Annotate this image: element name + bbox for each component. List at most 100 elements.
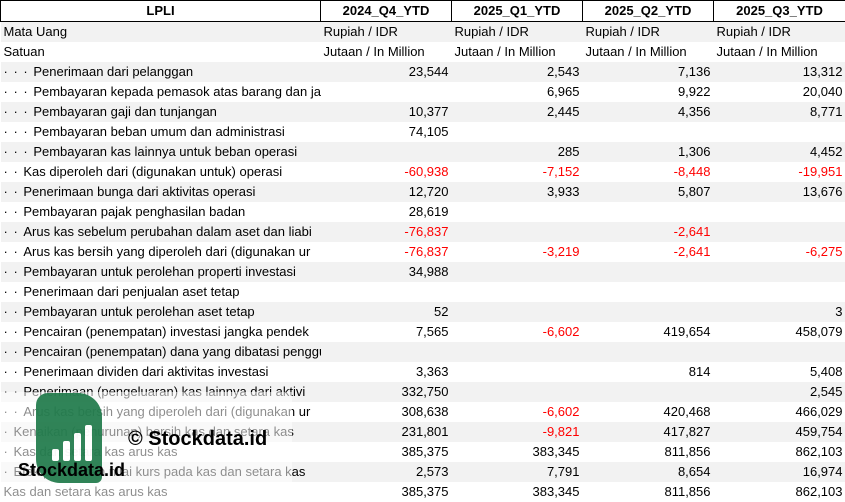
cell[interactable]: 466,029 <box>714 402 845 422</box>
period-header[interactable]: 2025_Q2_YTD <box>583 1 714 22</box>
cell[interactable]: 52 <box>321 302 452 322</box>
cell[interactable]: 13,312 <box>714 62 845 82</box>
cell[interactable]: 4,356 <box>583 102 714 122</box>
row-label[interactable]: · · Arus kas sebelum perubahan dalam ase… <box>1 222 321 242</box>
cell[interactable]: -7,152 <box>452 162 583 182</box>
cell[interactable] <box>452 262 583 282</box>
cell[interactable]: 332,750 <box>321 382 452 402</box>
cell[interactable]: 4,452 <box>714 142 845 162</box>
row-label[interactable]: · · Penerimaan bunga dari aktivitas oper… <box>1 182 321 202</box>
cell[interactable] <box>452 122 583 142</box>
row-label[interactable]: · · Pembayaran untuk perolehan aset teta… <box>1 302 321 322</box>
cell[interactable]: -76,837 <box>321 222 452 242</box>
cell[interactable] <box>583 382 714 402</box>
period-header[interactable]: 2025_Q1_YTD <box>452 1 583 22</box>
cell[interactable] <box>714 262 845 282</box>
cell[interactable]: 458,079 <box>714 322 845 342</box>
cell[interactable]: -3,219 <box>452 242 583 262</box>
cell[interactable]: 2,543 <box>452 62 583 82</box>
cell[interactable]: Rupiah / IDR <box>714 22 845 43</box>
row-label[interactable]: · · · Penerimaan dari pelanggan <box>1 62 321 82</box>
cell[interactable]: 10,377 <box>321 102 452 122</box>
cell[interactable]: 385,375 <box>321 442 452 462</box>
cell[interactable]: 5,807 <box>583 182 714 202</box>
row-label[interactable]: Satuan <box>1 42 321 62</box>
cell[interactable]: 2,573 <box>321 462 452 482</box>
row-label[interactable]: · · Penerimaan dividen dari aktivitas in… <box>1 362 321 382</box>
cell[interactable] <box>321 142 452 162</box>
cell[interactable]: Jutaan / In Million <box>714 42 845 62</box>
period-header[interactable]: 2024_Q4_YTD <box>321 1 452 22</box>
cell[interactable]: 6,965 <box>452 82 583 102</box>
cell[interactable]: 8,654 <box>583 462 714 482</box>
cell[interactable]: -9,821 <box>452 422 583 442</box>
cell[interactable]: 420,468 <box>583 402 714 422</box>
cell[interactable]: 385,375 <box>321 482 452 502</box>
cell[interactable] <box>321 282 452 302</box>
cell[interactable]: 16,974 <box>714 462 845 482</box>
cell[interactable]: 2,445 <box>452 102 583 122</box>
cell[interactable] <box>714 202 845 222</box>
cell[interactable]: 20,040 <box>714 82 845 102</box>
cell[interactable]: 7,565 <box>321 322 452 342</box>
cell[interactable] <box>452 302 583 322</box>
cell[interactable] <box>583 282 714 302</box>
cell[interactable]: Rupiah / IDR <box>452 22 583 43</box>
cell[interactable] <box>714 122 845 142</box>
row-label[interactable]: · · Penerimaan dari penjualan aset tetap <box>1 282 321 302</box>
cell[interactable]: 8,771 <box>714 102 845 122</box>
cell[interactable]: Jutaan / In Million <box>583 42 714 62</box>
cell[interactable]: 28,619 <box>321 202 452 222</box>
row-label[interactable]: · · · Pembayaran beban umum dan administ… <box>1 122 321 142</box>
cell[interactable]: -2,641 <box>583 222 714 242</box>
cell[interactable]: Rupiah / IDR <box>321 22 452 43</box>
cell[interactable] <box>452 342 583 362</box>
cell[interactable]: 3 <box>714 302 845 322</box>
cell[interactable]: 862,103 <box>714 442 845 462</box>
cell[interactable]: 1,306 <box>583 142 714 162</box>
cell[interactable] <box>583 262 714 282</box>
cell[interactable]: -6,602 <box>452 322 583 342</box>
cell[interactable]: 814 <box>583 362 714 382</box>
cell[interactable]: 7,136 <box>583 62 714 82</box>
row-label[interactable]: · · · Pembayaran kas lainnya untuk beban… <box>1 142 321 162</box>
cell[interactable]: -6,602 <box>452 402 583 422</box>
row-label[interactable]: · · Pembayaran untuk perolehan properti … <box>1 262 321 282</box>
cell[interactable] <box>321 82 452 102</box>
cell[interactable]: -6,275 <box>714 242 845 262</box>
cell[interactable]: 3,363 <box>321 362 452 382</box>
cell[interactable]: -19,951 <box>714 162 845 182</box>
cell[interactable]: -60,938 <box>321 162 452 182</box>
cell[interactable]: 285 <box>452 142 583 162</box>
cell[interactable]: 2,545 <box>714 382 845 402</box>
ticker-header[interactable]: LPLI <box>1 1 321 22</box>
cell[interactable]: 7,791 <box>452 462 583 482</box>
cell[interactable]: 459,754 <box>714 422 845 442</box>
cell[interactable]: 74,105 <box>321 122 452 142</box>
row-label[interactable]: · · Kas diperoleh dari (digunakan untuk)… <box>1 162 321 182</box>
cell[interactable] <box>714 282 845 302</box>
cell[interactable]: 308,638 <box>321 402 452 422</box>
row-label[interactable]: · · · Pembayaran kepada pemasok atas bar… <box>1 82 321 102</box>
cell[interactable]: 3,933 <box>452 182 583 202</box>
cell[interactable] <box>452 202 583 222</box>
row-label[interactable]: · · Pembayaran pajak penghasilan badan <box>1 202 321 222</box>
row-label[interactable]: · · Arus kas bersih yang diperoleh dari … <box>1 242 321 262</box>
cell[interactable]: -2,641 <box>583 242 714 262</box>
cell[interactable]: 383,345 <box>452 482 583 502</box>
cell[interactable]: 5,408 <box>714 362 845 382</box>
cell[interactable]: 34,988 <box>321 262 452 282</box>
cell[interactable] <box>583 302 714 322</box>
cell[interactable]: 811,856 <box>583 482 714 502</box>
cell[interactable]: 811,856 <box>583 442 714 462</box>
cell[interactable]: Jutaan / In Million <box>452 42 583 62</box>
cell[interactable] <box>583 342 714 362</box>
cell[interactable] <box>452 382 583 402</box>
cell[interactable]: 862,103 <box>714 482 845 502</box>
cell[interactable] <box>583 122 714 142</box>
cell[interactable] <box>583 202 714 222</box>
cell[interactable]: 9,922 <box>583 82 714 102</box>
cell[interactable] <box>452 222 583 242</box>
row-label[interactable]: · · · Pembayaran gaji dan tunjangan <box>1 102 321 122</box>
row-label[interactable]: · · Pencairan (penempatan) dana yang dib… <box>1 342 321 362</box>
